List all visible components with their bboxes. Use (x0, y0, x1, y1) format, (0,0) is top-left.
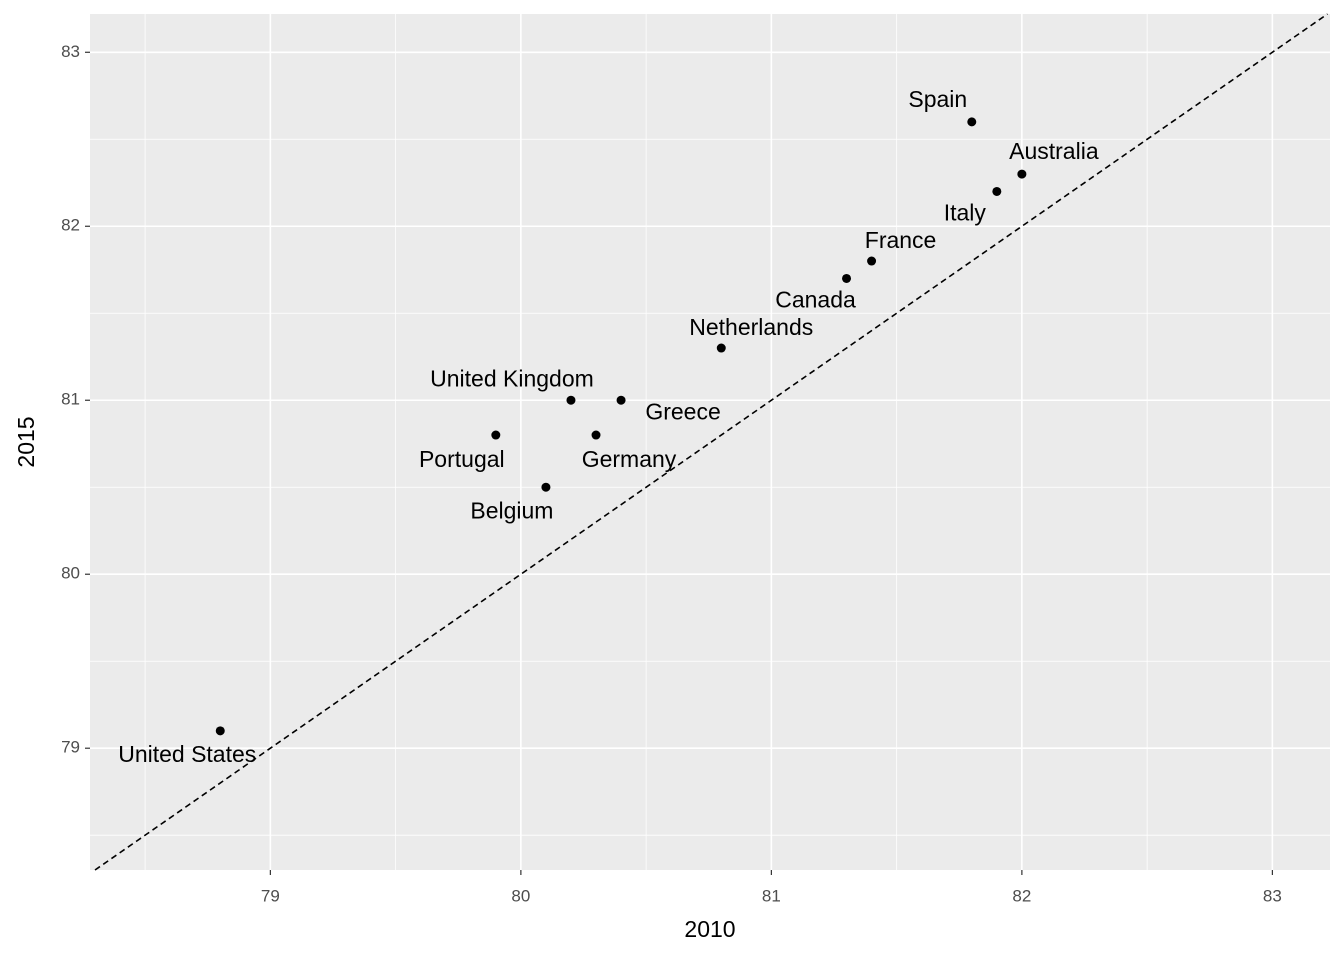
point-label: Greece (645, 398, 720, 424)
point-label: France (865, 227, 937, 253)
y-axis-title: 2015 (13, 416, 39, 467)
point-label: Belgium (470, 497, 553, 523)
point-label: Spain (908, 86, 967, 112)
x-tick-label: 81 (762, 886, 781, 905)
point-label: United Kingdom (430, 365, 594, 391)
point (967, 117, 977, 127)
x-tick-label: 80 (511, 886, 530, 905)
point (867, 256, 877, 266)
x-axis-title: 2010 (684, 916, 735, 942)
y-tick-label: 80 (61, 564, 80, 583)
y-tick-label: 83 (61, 42, 80, 61)
point (992, 186, 1002, 196)
point (491, 430, 501, 440)
point-label: Canada (775, 287, 856, 313)
point (215, 726, 225, 736)
y-tick-label: 81 (61, 390, 80, 409)
point-label: Australia (1009, 138, 1099, 164)
x-tick-label: 83 (1263, 886, 1282, 905)
point (1017, 169, 1027, 179)
point (541, 482, 551, 492)
point-label: Netherlands (689, 314, 813, 340)
y-tick-label: 82 (61, 216, 80, 235)
point-label: United States (118, 741, 256, 767)
point-label: Germany (582, 446, 677, 472)
point (616, 395, 626, 405)
panel (90, 14, 1330, 870)
point (842, 273, 852, 283)
x-tick-label: 82 (1012, 886, 1031, 905)
x-tick-label: 79 (261, 886, 280, 905)
point (716, 343, 726, 353)
point (591, 430, 601, 440)
identity-line (94, 13, 1328, 871)
point-label: Italy (944, 200, 987, 226)
point-label: Portugal (419, 446, 505, 472)
y-tick-label: 79 (61, 738, 80, 757)
point (566, 395, 576, 405)
